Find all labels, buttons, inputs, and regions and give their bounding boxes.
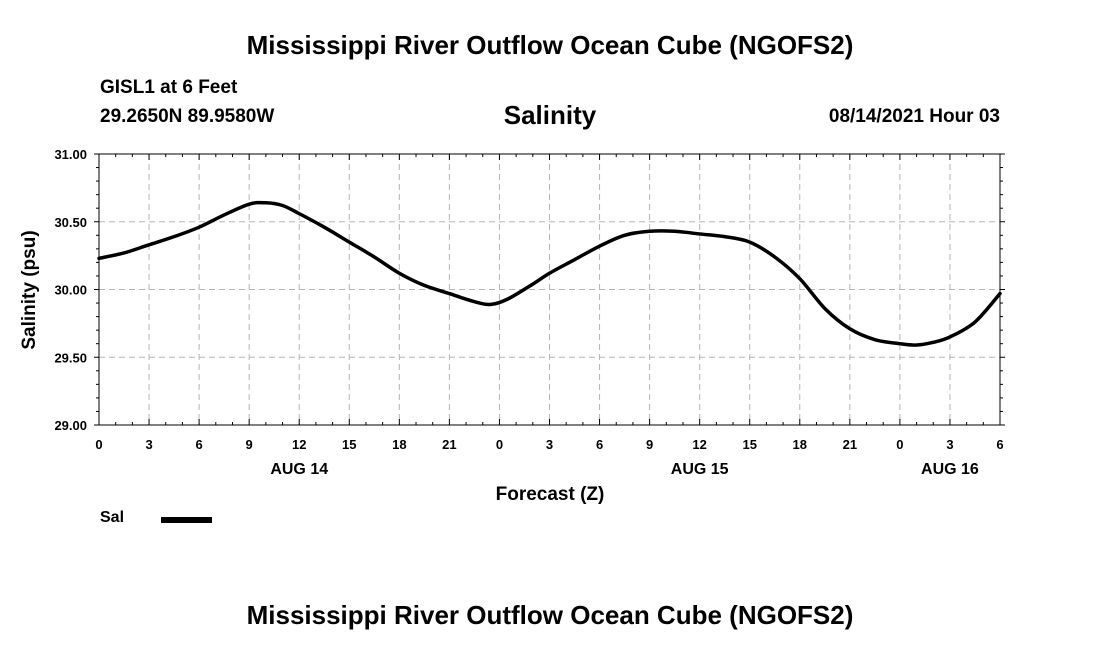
plot-frame (98, 153, 1001, 426)
date-label: AUG 16 (921, 461, 979, 478)
chart-title: Salinity (503, 100, 597, 130)
footer-title: Mississippi River Outflow Ocean Cube (NG… (246, 600, 854, 630)
y-tick-label: 30.00 (54, 283, 87, 298)
x-tick-label: 9 (646, 437, 653, 452)
x-tick-label: 6 (596, 437, 603, 452)
station-coordinates: 29.2650N 89.9580W (100, 106, 275, 127)
x-tick-label: 12 (292, 437, 306, 452)
grid-layer (99, 154, 1000, 425)
x-axis-label: Forecast (Z) (496, 484, 605, 505)
x-tick-label: 3 (546, 437, 553, 452)
y-tick-label: 31.00 (54, 147, 87, 162)
x-tick-label: 15 (342, 437, 356, 452)
y-tick-label: 29.50 (54, 350, 87, 365)
x-tick-label: 12 (692, 437, 706, 452)
x-tick-label: 15 (742, 437, 756, 452)
x-tick-label: 21 (843, 437, 857, 452)
y-tick-label: 30.50 (54, 215, 87, 230)
x-tick-label: 0 (95, 437, 102, 452)
x-tick-label: 6 (996, 437, 1003, 452)
run-time: 08/14/2021 Hour 03 (828, 106, 1000, 127)
x-tick-label: 6 (195, 437, 202, 452)
x-tick-label: 9 (246, 437, 253, 452)
y-axis-label: Salinity (psu) (19, 230, 40, 349)
x-tick-label: 18 (793, 437, 807, 452)
x-tick-label: 3 (946, 437, 953, 452)
date-label: AUG 15 (671, 461, 729, 478)
salinity-series-line (97, 200, 1002, 347)
label-layer: 0 3 6 9 12 15 18 21 0 3 6 9 12 15 18 21 0 3 6 29.00 29.50 30.… (54, 147, 1003, 478)
x-tick-label: 21 (442, 437, 456, 452)
date-label: AUG 14 (270, 461, 328, 478)
legend-label: Sal (100, 509, 125, 526)
x-tick-label: 0 (896, 437, 903, 452)
y-tick-label: 29.00 (54, 418, 87, 433)
legend-swatch (161, 517, 212, 523)
x-tick-label: 3 (145, 437, 152, 452)
main-title: Mississippi River Outflow Ocean Cube (NG… (246, 30, 854, 60)
station-name: GISL1 at 6 Feet (100, 77, 238, 98)
x-tick-label: 0 (496, 437, 503, 452)
x-tick-label: 18 (392, 437, 406, 452)
